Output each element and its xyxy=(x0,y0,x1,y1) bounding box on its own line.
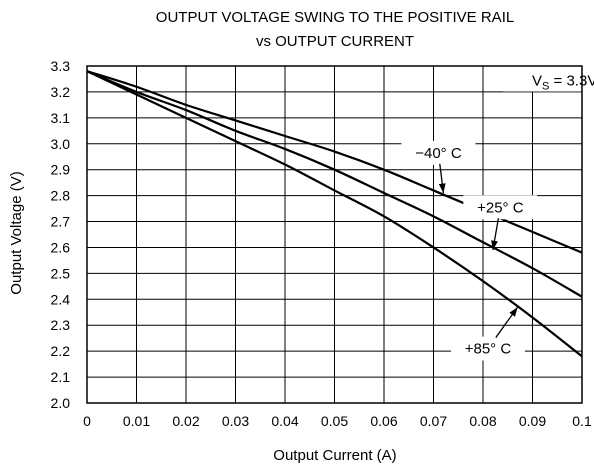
tick-labels: 0 0.01 0.02 0.03 0.04 0.05 0.06 0.07 0.08 0.09 0.1… xyxy=(51,58,592,429)
callout-arrowhead xyxy=(509,307,518,317)
callout: −40° C xyxy=(401,140,476,194)
y-tick-label: 2.4 xyxy=(51,291,71,307)
y-tick-label: 3.2 xyxy=(51,84,71,100)
vs-annotation: VS = 3.3V xyxy=(532,73,594,93)
plot-frame xyxy=(86,65,583,404)
series-label: +25° C xyxy=(477,199,524,216)
x-tick-label: 0.04 xyxy=(271,413,298,429)
vs-annotation-rest: = 3.3V xyxy=(549,73,594,90)
x-axis-label: Output Current (A) xyxy=(273,447,396,464)
series-label: −40° C xyxy=(415,145,462,162)
x-tick-label: 0.01 xyxy=(123,413,150,429)
y-tick-label: 2.0 xyxy=(51,395,71,411)
x-tick-label: 0.08 xyxy=(469,413,496,429)
callout: +25° C xyxy=(463,195,538,251)
chart-subtitle: vs OUTPUT CURRENT xyxy=(256,33,414,50)
y-tick-label: 3.3 xyxy=(51,58,71,74)
y-tick-label: 3.1 xyxy=(51,110,71,126)
callout-label-bg xyxy=(450,336,525,361)
y-tick-label: 2.5 xyxy=(51,265,71,281)
y-tick-label: 3.0 xyxy=(51,136,71,152)
callout-arrowhead xyxy=(438,183,446,194)
vs-annotation-sub: S xyxy=(542,81,549,93)
x-tick-label: 0.07 xyxy=(420,413,447,429)
y-tick-label: 2.7 xyxy=(51,214,71,230)
y-tick-label: 2.8 xyxy=(51,188,71,204)
callout-arrowhead xyxy=(491,240,498,251)
y-axis-label: Output Voltage (V) xyxy=(8,171,25,294)
x-tick-label: 0 xyxy=(83,413,91,429)
y-tick-label: 2.9 xyxy=(51,162,71,178)
callout-label-bg xyxy=(401,140,476,165)
y-tick-label: 2.2 xyxy=(51,343,71,359)
x-tick-label: 0.09 xyxy=(519,413,546,429)
x-tick-label: 0.03 xyxy=(222,413,249,429)
y-tick-label: 2.6 xyxy=(51,239,71,255)
chart-title: OUTPUT VOLTAGE SWING TO THE POSITIVE RAI… xyxy=(156,9,514,26)
vs-annotation-base: V xyxy=(532,73,542,90)
y-tick-label: 2.1 xyxy=(51,369,71,385)
x-tick-label: 0.1 xyxy=(572,413,592,429)
callout-group: −40° C +25° C +85° C xyxy=(401,64,594,361)
callout: +85° C xyxy=(450,306,525,361)
x-tick-label: 0.05 xyxy=(321,413,348,429)
series-line xyxy=(86,70,583,358)
x-tick-label: 0.02 xyxy=(172,413,199,429)
series-label: +85° C xyxy=(465,341,512,358)
series-line xyxy=(86,70,583,298)
vs-annotation-bg xyxy=(502,64,594,92)
y-tick-label: 2.3 xyxy=(51,317,71,333)
x-tick-label: 0.06 xyxy=(370,413,397,429)
callout-label-bg xyxy=(463,195,538,220)
